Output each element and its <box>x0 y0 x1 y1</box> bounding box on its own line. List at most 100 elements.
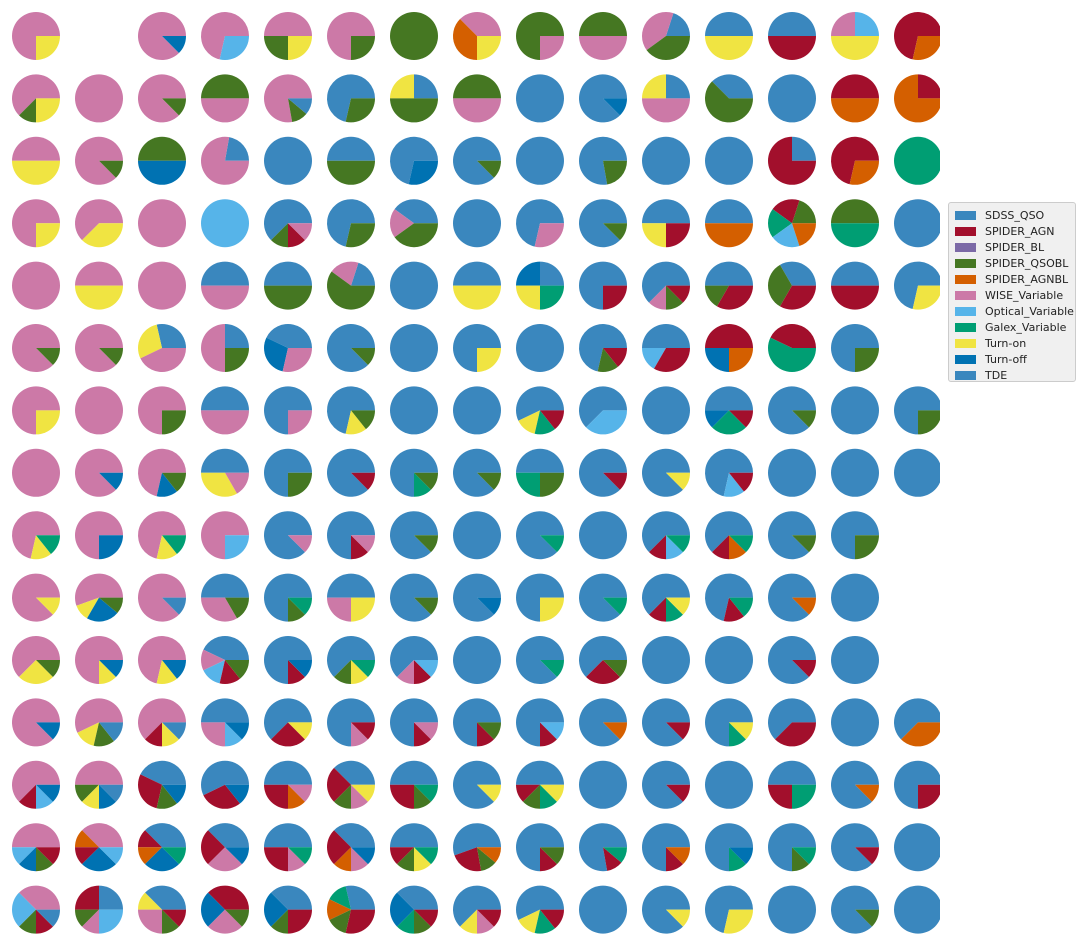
pie-r14-c12 <box>768 885 816 934</box>
pie-slice-spider-agn <box>705 324 753 348</box>
pie-slice-spider-qsobl <box>768 264 792 307</box>
pie-slice-spider-agn <box>414 909 438 927</box>
legend-swatch <box>955 242 976 252</box>
pie-r11-c10 <box>642 698 690 747</box>
pie-slice-galex-variable <box>767 337 816 373</box>
pie-r5-c8 <box>516 324 564 372</box>
pie-slice-spider-agn <box>540 909 564 929</box>
pie-r5-c4 <box>264 324 312 373</box>
pie-slice-wise-variable <box>82 909 99 934</box>
pie-slice-sdss-qso <box>705 386 753 411</box>
pie-slice-wise-variable <box>264 12 312 36</box>
pie-slice-sdss-qso <box>705 636 753 684</box>
pie-slice-spider-agn <box>586 660 620 684</box>
pie-r1-c12 <box>768 74 816 123</box>
pie-slice-spider-qsobl <box>99 160 123 178</box>
pie-slice-spider-qsobl <box>36 660 60 677</box>
pie-slice-turn-on <box>345 410 366 435</box>
pie-r13-c7 <box>452 823 501 872</box>
pie-slice-spider-qsobl <box>792 410 816 428</box>
pie-slice-spider-agn <box>717 285 753 310</box>
pie-slice-sdss-qso <box>327 323 375 372</box>
pie-r4-c7 <box>453 261 501 310</box>
pie-slice-wise-variable <box>74 698 123 733</box>
pie-r10-c8 <box>515 635 565 684</box>
pie-r14-c6 <box>390 885 438 934</box>
pie-slice-sdss-qso <box>145 885 186 910</box>
pie-slice-spider-qsobl <box>351 410 375 430</box>
pie-slice-sdss-qso <box>225 324 249 348</box>
pie-slice-spider-agn <box>723 597 744 622</box>
pie-slice-turn-on <box>729 722 753 740</box>
pie-r7-c8 <box>516 448 564 497</box>
pie-r9-c6 <box>389 573 438 622</box>
pie-slice-spider-qsobl <box>19 909 36 934</box>
pie-slice-spider-qsobl <box>99 348 123 365</box>
pie-r2-c13 <box>831 136 879 185</box>
pie-r8-c9 <box>579 511 627 560</box>
pie-slice-spider-agn <box>768 784 792 809</box>
pie-r8-c2 <box>138 511 186 560</box>
pie-slice-spider-agn <box>201 830 225 865</box>
pie-slice-sdss-qso <box>579 199 627 248</box>
pie-r12-c12 <box>768 760 816 809</box>
pie-slice-sdss-qso <box>264 823 312 848</box>
pie-slice-spider-qsobl <box>288 597 305 622</box>
pie-slice-galex-variable <box>540 784 557 809</box>
pie-slice-galex-variable <box>729 597 753 617</box>
pie-slice-spider-qsobl <box>918 410 940 435</box>
pie-r6-c13 <box>831 386 879 435</box>
pie-slice-sdss-qso <box>390 261 438 310</box>
pie-slice-spider-agn <box>712 535 729 560</box>
pie-slice-spider-agn <box>36 847 60 865</box>
pie-slice-wise-variable <box>138 511 186 559</box>
pie-slice-sdss-qso <box>894 386 940 435</box>
pie-r14-c7 <box>452 885 501 934</box>
pie-slice-sdss-qso <box>201 448 249 473</box>
pie-r13-c2 <box>138 823 186 872</box>
pie-slice-wise-variable <box>75 136 123 185</box>
pie-r5-c2 <box>138 323 186 372</box>
pie-slice-wise-variable <box>12 823 60 848</box>
pie-r0-c7 <box>453 12 501 61</box>
pie-slice-spider-agn <box>540 847 557 872</box>
pie-r2-c11 <box>705 136 753 185</box>
pie-r8-c12 <box>768 511 816 560</box>
pie-slice-wise-variable <box>12 448 60 497</box>
pie-r12-c1 <box>75 760 123 809</box>
pie-slice-sdss-qso <box>894 760 940 809</box>
pie-slice-wise-variable <box>288 535 312 553</box>
pie-r10-c9 <box>578 635 627 684</box>
pie-slice-sdss-qso <box>579 760 627 809</box>
pie-slice-turn-on <box>76 597 99 619</box>
pie-slice-turn-on <box>138 892 162 910</box>
pie-slice-spider-agn <box>288 223 305 248</box>
pie-slice-wise-variable <box>414 722 438 740</box>
pie-slice-spider-agn <box>75 885 99 910</box>
pie-slice-sdss-qso <box>452 760 501 809</box>
pie-r6-c5 <box>327 386 375 435</box>
pie-r1-c9 <box>579 74 627 123</box>
pie-slice-sdss-qso <box>705 885 753 933</box>
pie-slice-sdss-qso <box>831 698 879 747</box>
pie-slice-sdss-qso <box>642 324 690 348</box>
pie-slice-turn-on <box>36 597 60 615</box>
pie-slice-sdss-qso <box>579 573 627 622</box>
pie-slice-turn-off <box>87 597 118 622</box>
pie-r5-c6 <box>390 324 438 372</box>
pie-r2-c3 <box>200 136 249 185</box>
pie-slice-wise-variable <box>11 760 60 802</box>
pie-slice-spider-agn <box>19 784 36 809</box>
pie-slice-spider-agn <box>516 784 540 802</box>
pie-r8-c7 <box>453 511 501 560</box>
pie-r4-c6 <box>390 261 438 310</box>
pie-r11-c1 <box>74 698 123 747</box>
pie-r4-c13 <box>831 261 879 310</box>
pie-slice-wise-variable <box>200 136 249 185</box>
pie-slice-spider-qsobl <box>603 223 627 241</box>
pie-slice-sdss-qso <box>516 324 564 372</box>
pie-slice-turn-off <box>264 337 288 372</box>
pie-slice-sdss-qso <box>99 722 123 742</box>
pie-r13-c3 <box>201 823 249 872</box>
pie-slice-spider-qsobl <box>156 784 177 809</box>
